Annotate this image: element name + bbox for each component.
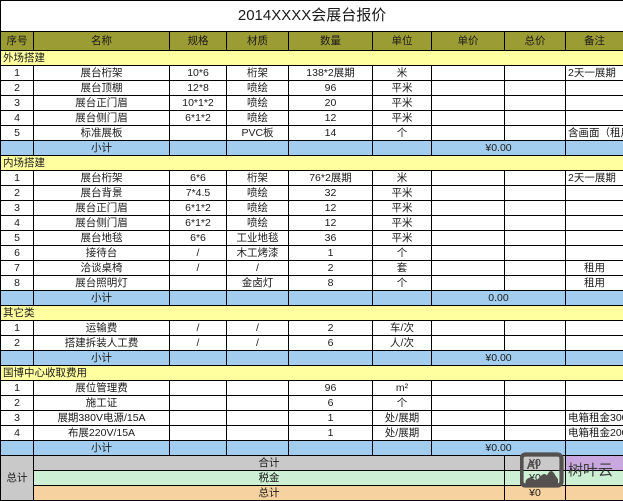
svg-text:树叶云: 树叶云 bbox=[568, 462, 613, 479]
svg-text:AI: AI bbox=[527, 458, 539, 472]
